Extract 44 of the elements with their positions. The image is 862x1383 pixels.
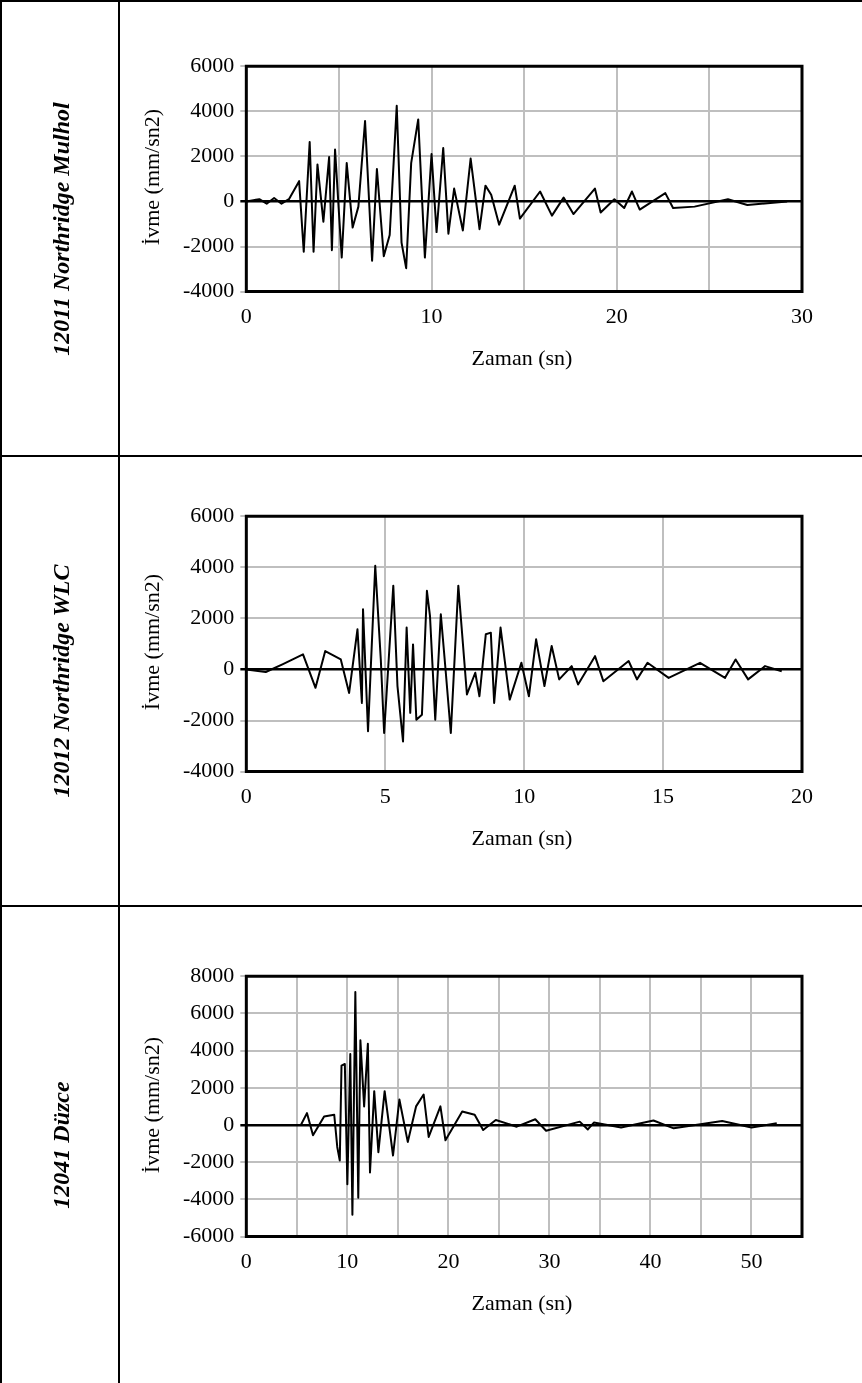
x-tick-label: 30 — [791, 302, 813, 328]
y-tick-label: 2000 — [190, 142, 235, 168]
y-tick-label: 0 — [223, 655, 235, 681]
y-tick-label: -4000 — [183, 1185, 235, 1211]
y-tick-label: 2000 — [190, 1073, 235, 1099]
x-tick-label: 40 — [639, 1247, 662, 1273]
x-tick-label: 0 — [240, 302, 252, 328]
text: 12012 Northridge WLC — [47, 564, 75, 798]
y-tick-label: 4000 — [190, 97, 235, 123]
x-axis-title: Zaman (sn) — [471, 1290, 573, 1316]
y-tick-label: 6000 — [190, 501, 235, 527]
y-tick-label: 2000 — [190, 604, 235, 630]
x-tick-label: 10 — [513, 782, 536, 808]
text: 12041 Düzce — [47, 1081, 75, 1209]
y-tick-label: -4000 — [183, 757, 235, 783]
x-tick-label: 20 — [791, 782, 813, 808]
y-axis-title: İvme (mm/sn2) — [139, 1036, 165, 1173]
y-tick-label: 4000 — [190, 553, 235, 579]
y-tick-label: 0 — [223, 187, 235, 213]
text: 12011 Northridge Mulhol — [47, 101, 75, 356]
y-tick-label: -2000 — [183, 1147, 235, 1173]
y-axis-title: İvme (mm/sn2) — [139, 573, 165, 711]
y-tick-label: 8000 — [190, 961, 235, 987]
y-axis-title: İvme (mm/sn2) — [139, 108, 165, 246]
y-tick-label: 6000 — [190, 51, 235, 77]
x-tick-label: 30 — [538, 1247, 561, 1273]
x-tick-label: 50 — [740, 1247, 763, 1273]
y-tick-label: -2000 — [183, 232, 235, 258]
x-tick-label: 0 — [240, 1247, 252, 1273]
y-tick-label: -2000 — [183, 706, 235, 732]
x-axis-title: Zaman (sn) — [471, 345, 573, 371]
x-axis-title: Zaman (sn) — [471, 825, 573, 851]
x-tick-label: 10 — [336, 1247, 359, 1273]
x-tick-label: 10 — [420, 302, 443, 328]
y-tick-label: -4000 — [183, 277, 235, 303]
y-tick-label: 4000 — [190, 1036, 235, 1062]
y-tick-label: 6000 — [190, 999, 235, 1025]
x-tick-label: 20 — [437, 1247, 460, 1273]
y-tick-label: -6000 — [183, 1222, 235, 1248]
x-tick-label: 15 — [652, 782, 675, 808]
x-tick-label: 20 — [605, 302, 628, 328]
x-tick-label: 0 — [240, 782, 252, 808]
y-tick-label: 0 — [223, 1110, 235, 1136]
x-tick-label: 5 — [379, 782, 391, 808]
